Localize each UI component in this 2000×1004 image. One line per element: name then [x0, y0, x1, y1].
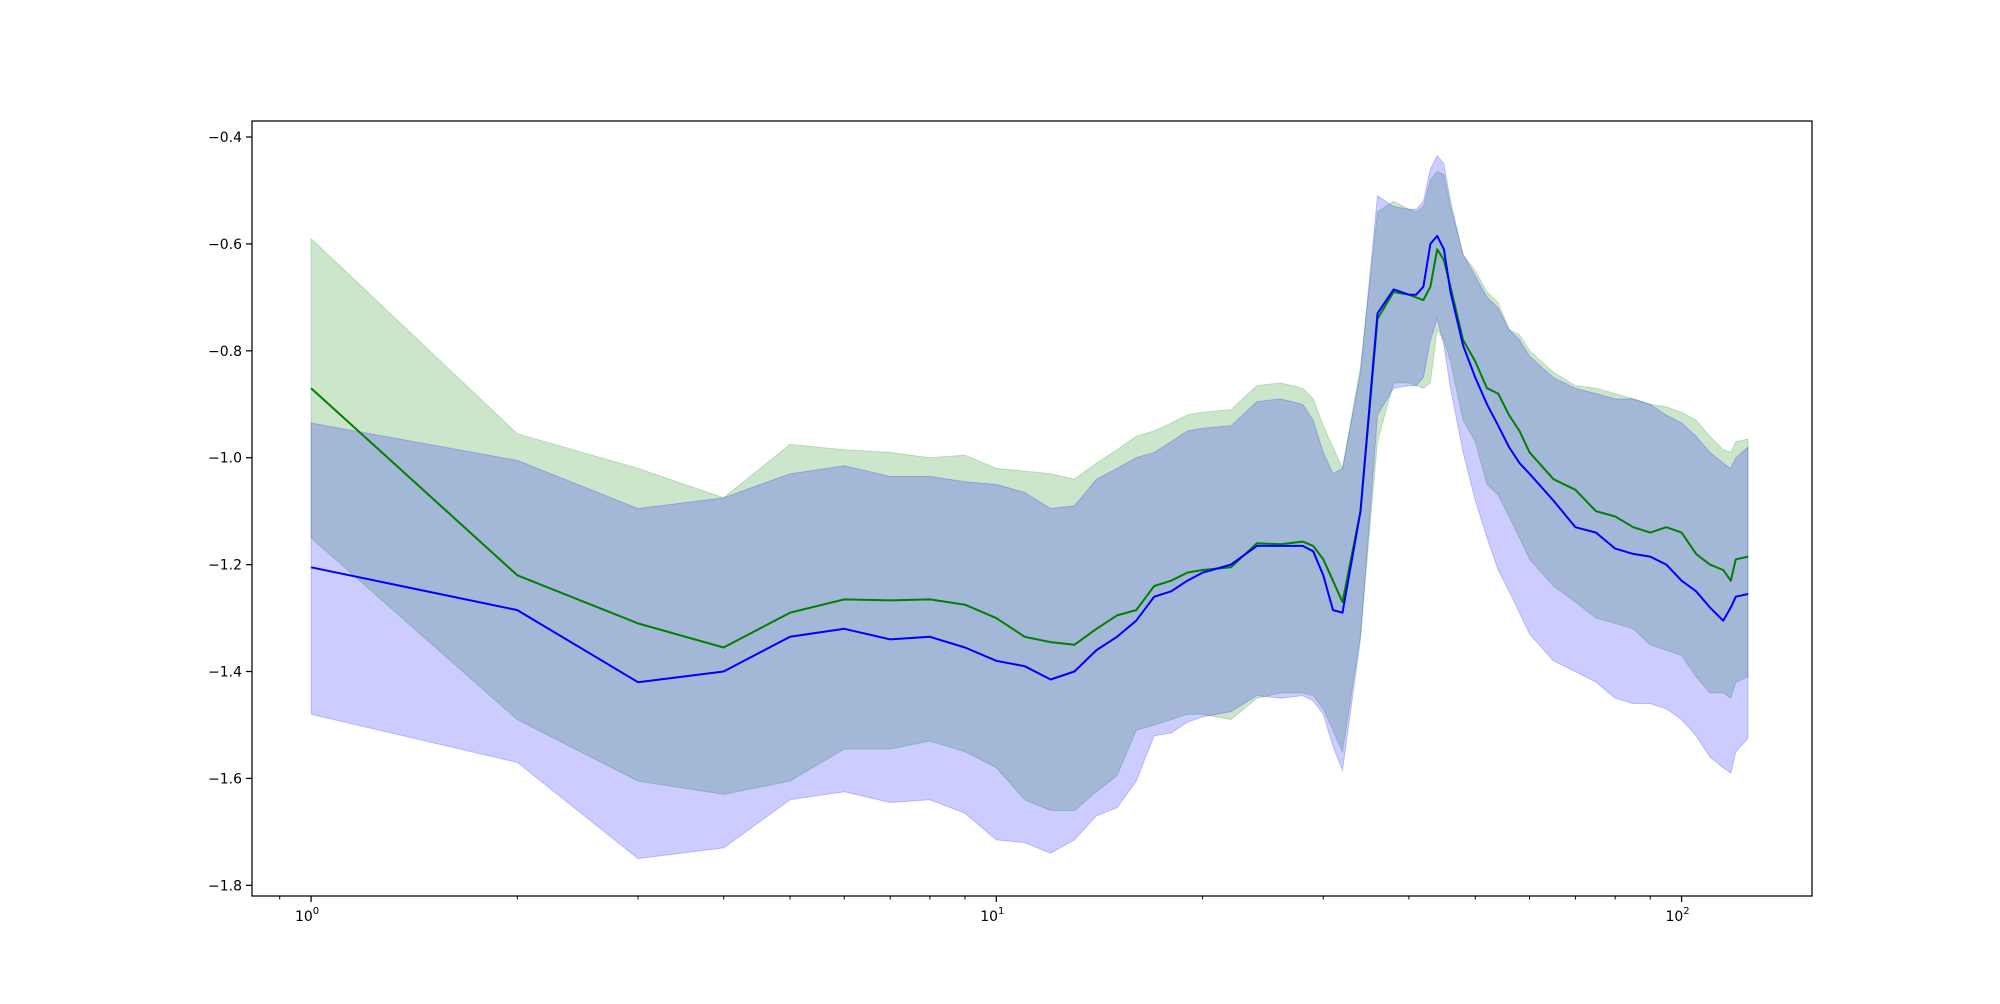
confidence-bands — [310, 154, 1749, 860]
y-tick-label: −0.4 — [208, 130, 242, 146]
y-axis: −0.4 −0.6 −0.8 −1.0 −1.2 −1.4 −1.6 −1.8 — [208, 130, 252, 894]
y-tick-label: −1.8 — [208, 878, 242, 894]
x-tick-label: 102 — [1665, 906, 1689, 925]
x-tick-label: 100 — [295, 906, 319, 925]
y-tick-label: −0.8 — [208, 344, 242, 360]
series-lines — [310, 234, 1749, 684]
series-1-band — [310, 171, 1749, 811]
y-tick-label: −1.6 — [208, 771, 242, 787]
series-2-band — [310, 154, 1749, 860]
series-2-line — [310, 234, 1749, 684]
y-tick-label: −1.2 — [208, 558, 242, 574]
x-tick-label: 101 — [980, 906, 1004, 925]
plot-frame — [251, 120, 1813, 897]
y-tick-label: −1.4 — [208, 665, 242, 681]
x-axis: 100 101 102 — [279, 896, 1690, 925]
y-tick-label: −0.6 — [208, 237, 242, 253]
y-tick-label: −1.0 — [208, 451, 242, 467]
series-1-line — [310, 248, 1749, 649]
